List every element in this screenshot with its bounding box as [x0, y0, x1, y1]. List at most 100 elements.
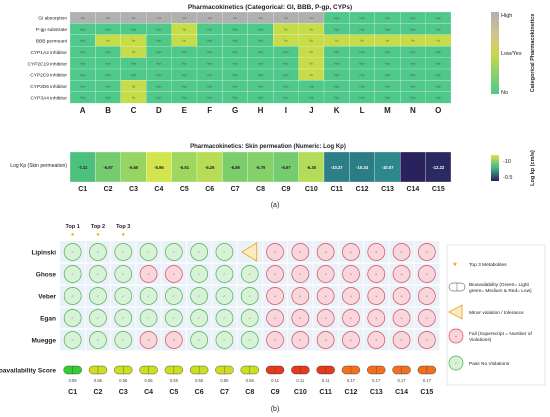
pass-mark-2-4: [165, 287, 183, 305]
col-label-b-C9: C9: [271, 389, 280, 396]
cell-text-7-10: High: [334, 96, 340, 100]
col-label-L: L: [360, 106, 365, 115]
fail-x-3-11: ×: [350, 316, 353, 321]
kp-value-C2: -6.97: [103, 165, 113, 170]
colorbar-label-low-yes: Low/Yes: [501, 51, 522, 57]
cell-text-6-2: No: [132, 84, 136, 88]
pass-mark-1-1: [89, 265, 107, 283]
colorbar-label-high: High: [501, 13, 512, 19]
fail-x-4-14: ×: [426, 338, 429, 343]
fail-mark-3-12: [367, 309, 386, 327]
fail-x-0-11: ×: [350, 250, 353, 255]
pass-check-3-3: ✓: [147, 316, 150, 321]
kp-row-label: Log Kp (Skin permeation): [10, 163, 67, 169]
cell-text-4-8: High: [283, 62, 289, 66]
row-label-7: CYP3A4 inhibitor: [30, 96, 67, 102]
pass-mark-1-2: [114, 265, 133, 283]
fail-x-0-9: ×: [299, 250, 302, 255]
kp-colorbar: -10 -0.5 Log kp (cm/s): [491, 150, 536, 186]
colorbar-label-no: No: [501, 90, 508, 96]
cell-text-3-10: High: [334, 50, 340, 54]
cell-text-0-11: High: [359, 16, 365, 20]
pass-check-2-2: ✓: [122, 294, 125, 299]
fail-mark-1-14: [418, 265, 436, 283]
col-label-G: G: [232, 106, 238, 115]
fail-mark-0-14: [418, 243, 436, 261]
cell-text-6-9: High: [309, 84, 315, 88]
bioavailability-label: Bioavailability Score: [0, 368, 56, 375]
pass-check-2-0: ✓: [71, 294, 74, 299]
fail-mark-1-10: [316, 265, 335, 283]
cell-7-14: [425, 91, 452, 104]
pass-check-3-7: ✓: [248, 316, 251, 321]
cell-text-2-4: No: [183, 39, 187, 43]
col-label-b-C11: C11: [319, 389, 332, 396]
cell-text-4-0: High: [80, 62, 86, 66]
cell-text-0-8: Yes: [284, 16, 289, 20]
fail-x-1-14: ×: [426, 272, 429, 277]
cell-text-4-11: High: [359, 62, 365, 66]
fail-mark-4-8: [266, 331, 284, 349]
categorical-colorbar: High Low/Yes No Categorical Pharmacokine…: [491, 12, 536, 96]
cell-text-3-4: High: [182, 50, 188, 54]
col-label-b-C2: C2: [93, 389, 102, 396]
pass-mark-3-7: [240, 309, 259, 327]
bioavailability-value-C14: 0.17: [397, 378, 406, 383]
kp-cell-C3: [120, 151, 147, 183]
categorical-colorbar-title: Categorical Pharmacokinetics: [530, 14, 536, 93]
cell-text-0-3: Yes: [157, 16, 162, 20]
cell-text-1-2: High: [131, 27, 137, 31]
pass-check-1-7: ✓: [248, 272, 251, 277]
cell-text-6-6: High: [232, 84, 238, 88]
bioavailability-value-C5: 0.55: [170, 378, 179, 383]
cell-text-1-0: High: [80, 27, 86, 31]
cell-text-7-11: High: [359, 96, 365, 100]
kp-value-C11: -10.27: [331, 165, 344, 170]
cell-text-3-9: No: [310, 50, 314, 54]
top3-star-2: ★: [96, 232, 101, 238]
top3-star-3: ★: [121, 232, 126, 238]
bioavailability-value-C13: 0.17: [372, 378, 381, 383]
cell-text-6-4: High: [182, 84, 188, 88]
pass-check-0-1: ✓: [96, 250, 99, 255]
cell-text-3-11: High: [359, 50, 365, 54]
fail-mark-3-9: [291, 309, 310, 327]
pass-check-0-2: ✓: [122, 250, 125, 255]
cell-text-6-3: High: [156, 84, 162, 88]
bioavailability-value-C15: 0.17: [423, 378, 432, 383]
cell-text-6-12: High: [385, 84, 391, 88]
cell-text-2-1: No: [106, 39, 110, 43]
cell-text-0-1: Yes: [106, 16, 111, 20]
kp-col-label-C6: C6: [205, 186, 214, 193]
cell-text-2-11: No: [360, 39, 364, 43]
fail-x-2-10: ×: [324, 294, 327, 299]
cell-text-2-6: High: [232, 39, 238, 43]
legend-pass-check: ✓: [454, 361, 457, 366]
cell-text-6-13: High: [410, 84, 416, 88]
pass-check-3-4: ✓: [172, 316, 175, 321]
fail-mark-0-13: [392, 243, 411, 261]
cell-text-6-1: High: [105, 84, 111, 88]
cell-text-6-0: High: [80, 84, 86, 88]
kp-value-C8: -6.79: [256, 165, 266, 170]
pass-mark-3-1: [89, 309, 107, 327]
pass-mark-4-0: [63, 331, 82, 349]
legend-triangle-icon: [448, 304, 463, 320]
legend-fail-x: ×: [455, 334, 458, 339]
fail-mark-2-9: [291, 287, 310, 305]
cell-text-6-8: High: [283, 84, 289, 88]
cell-text-0-13: High: [410, 16, 416, 20]
pass-mark-1-0: [63, 265, 82, 283]
cell-text-6-11: High: [359, 84, 365, 88]
legend-label-pass: Pass No Violations: [469, 361, 510, 367]
legend-fail-icon: [448, 328, 464, 344]
pass-check-4-6: ✓: [223, 338, 226, 343]
cell-text-6-10: High: [334, 84, 340, 88]
fail-mark-2-10: [316, 287, 335, 305]
bioavailability-value-C1: 0.85: [69, 378, 78, 383]
col-label-N: N: [410, 106, 416, 115]
cell-text-4-6: High: [232, 62, 238, 66]
kp-cell-C8: [247, 151, 274, 183]
fail-x-1-13: ×: [400, 272, 403, 277]
fail-x-3-14: ×: [426, 316, 429, 321]
